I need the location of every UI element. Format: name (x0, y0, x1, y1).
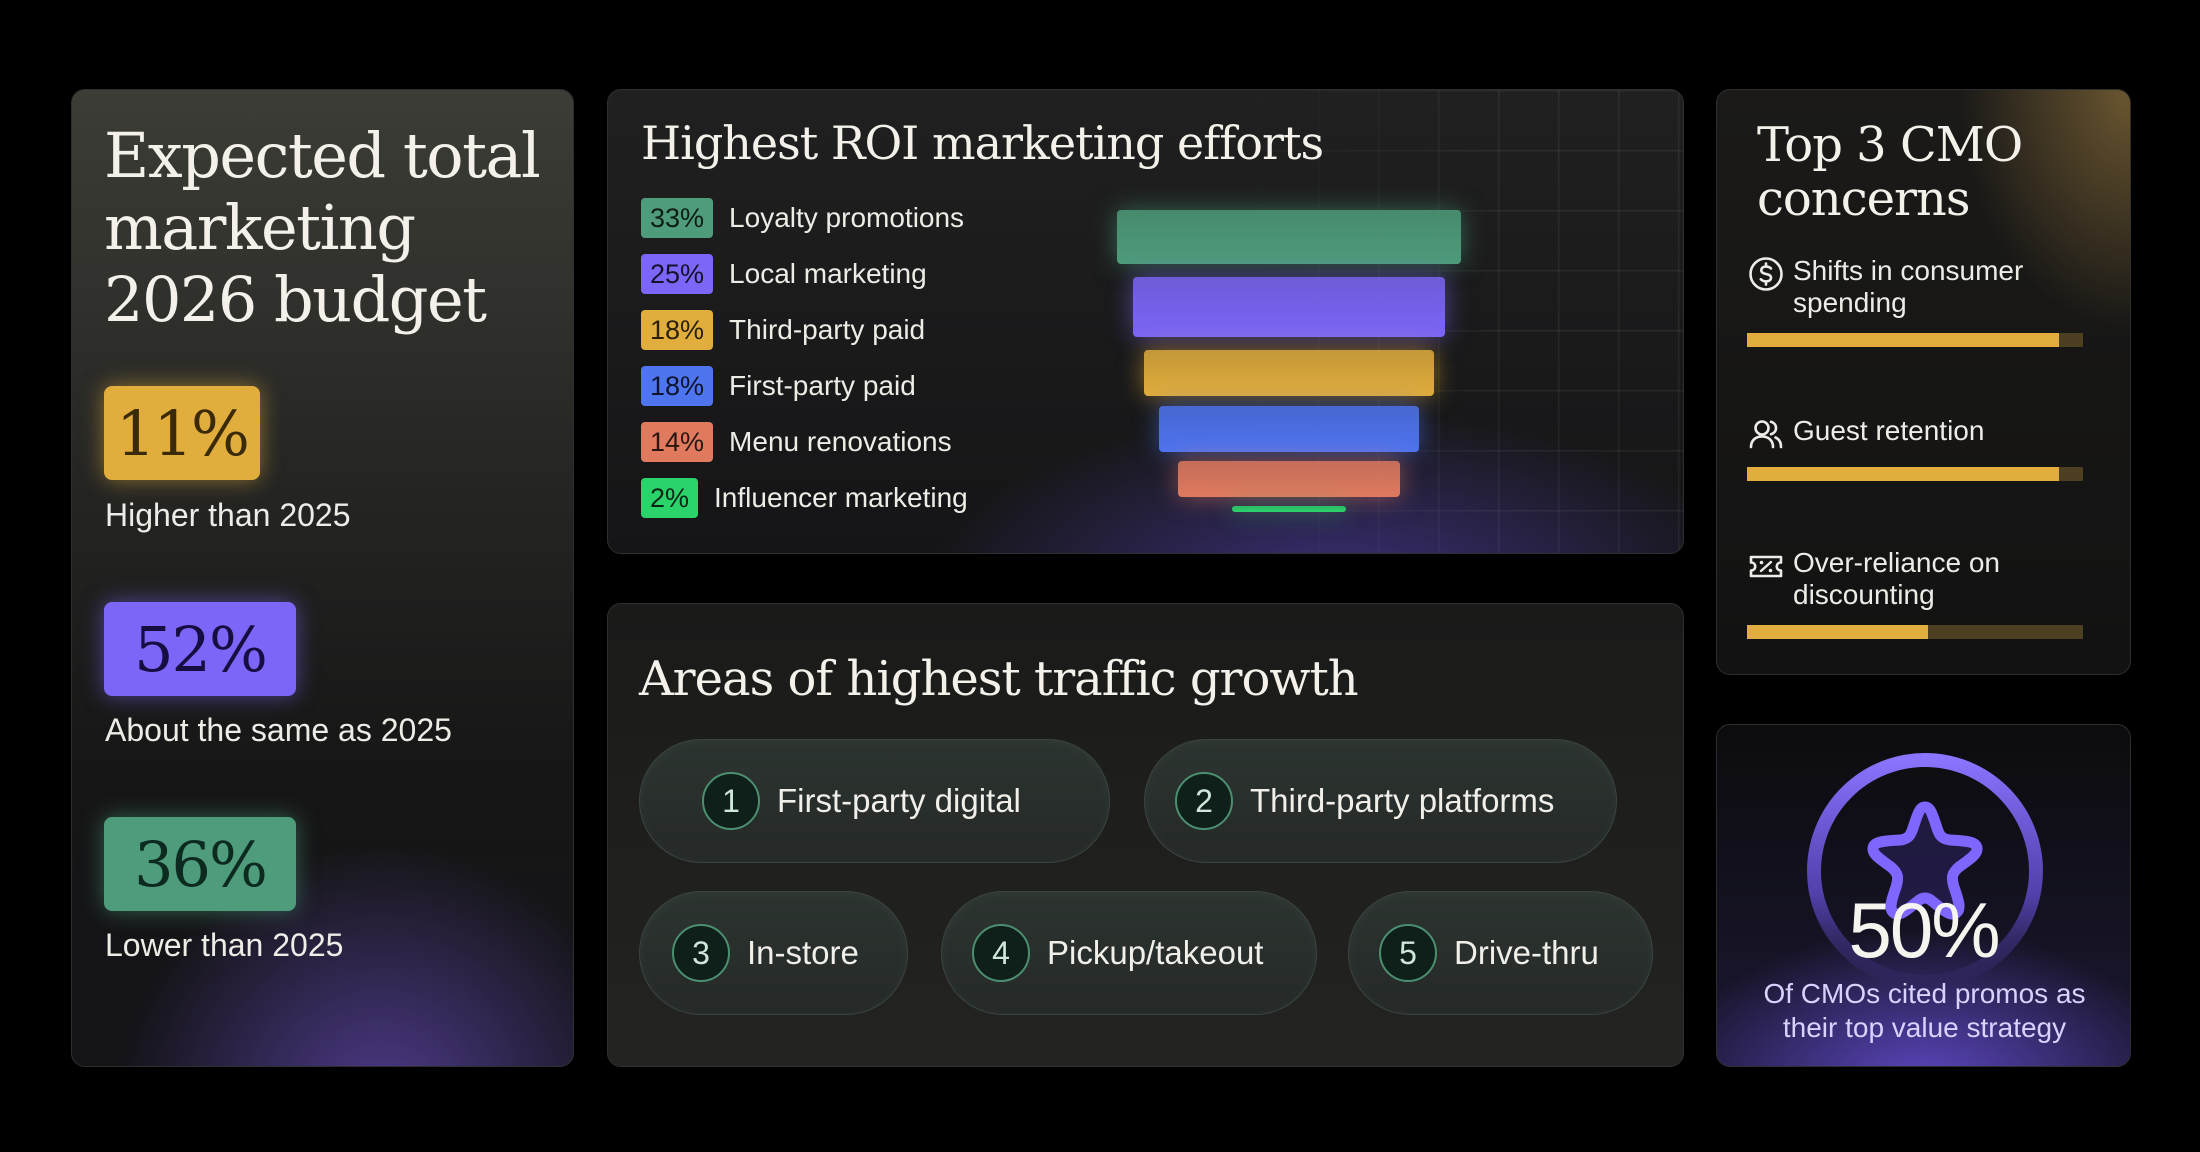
roi-list-item: 25% Local marketing (641, 254, 927, 294)
roi-list-item: 14% Menu renovations (641, 422, 952, 462)
concern-item-retention: Guest retention (1747, 415, 2083, 481)
concern-level-track (1747, 625, 2083, 639)
traffic-item-in-store: 3 In-store (639, 891, 908, 1015)
concern-level-fill (1747, 333, 2060, 347)
concern-level-fill (1747, 625, 1929, 639)
traffic-label: First-party digital (777, 782, 1021, 819)
traffic-item-third-party: 2 Third-party platforms (1144, 739, 1617, 863)
ticket-icon (1749, 555, 1783, 578)
concern-level-track (1747, 467, 2083, 481)
roi-percent-badge: 33% (641, 198, 714, 238)
users-icon (1749, 420, 1783, 449)
traffic-item-first-party: 1 First-party digital (639, 739, 1110, 863)
stat-label-higher: Higher than 2025 (105, 497, 351, 533)
traffic-item-drive-thru: 5 Drive-thru (1348, 891, 1653, 1015)
concerns-card: Top 3 CMO concerns Shifts in consumer sp… (1716, 89, 2131, 675)
rank-badge: 1 (702, 772, 760, 830)
concern-label: Guest retention (1793, 415, 1985, 446)
roi-label: Menu renovations (729, 426, 952, 457)
concern-item-discounting: Over-reliance on discounting (1747, 547, 2083, 639)
budget-title: Expected total marketing 2026 budget (104, 119, 541, 336)
rank-badge: 3 (672, 924, 730, 982)
traffic-label: Pickup/takeout (1047, 934, 1264, 971)
promo-percent: 50% (1848, 886, 2000, 974)
rank-badge: 2 (1175, 772, 1233, 830)
roi-card: Highest ROI marketing efforts 33% Loyalt… (607, 89, 1684, 554)
roi-percent-badge: 25% (641, 254, 714, 294)
roi-percent-badge: 14% (641, 422, 714, 462)
star-icon (1867, 801, 1983, 920)
stat-label-lower: Lower than 2025 (105, 927, 344, 963)
rank-badge: 4 (972, 924, 1030, 982)
concern-label: Shifts in consumer spending (1793, 255, 2024, 318)
roi-label: First-party paid (729, 370, 916, 401)
promo-card: 50% Of CMOs cited promos as their top va… (1716, 724, 2131, 1067)
concern-label: Over-reliance on discounting (1793, 547, 2000, 610)
roi-label: Loyalty promotions (729, 202, 965, 233)
roi-label: Third-party paid (729, 314, 926, 345)
promo-ring (1807, 753, 2043, 989)
traffic-card: Areas of highest traffic growth 1 First-… (607, 603, 1684, 1067)
stat-badge-same: 52% (104, 602, 296, 696)
traffic-label: Drive-thru (1454, 934, 1599, 971)
traffic-label: In-store (747, 934, 859, 971)
traffic-title: Areas of highest traffic growth (639, 651, 1359, 707)
roi-label: Influencer marketing (714, 482, 968, 513)
dollar-icon (1749, 257, 1783, 291)
roi-list-item: 18% First-party paid (641, 366, 916, 406)
concern-level-fill (1747, 467, 2060, 481)
funnel-bar-third-party (1144, 350, 1434, 396)
stat-badge-higher: 11% (104, 386, 260, 480)
concerns-title: Top 3 CMO concerns (1757, 117, 2023, 227)
traffic-item-pickup: 4 Pickup/takeout (941, 891, 1317, 1015)
roi-list-item: 33% Loyalty promotions (641, 198, 964, 238)
traffic-label: Third-party platforms (1250, 782, 1555, 819)
funnel-bar-loyalty (1117, 210, 1461, 264)
budget-card: Expected total marketing 2026 budget 11%… (71, 89, 574, 1067)
promo-caption: Of CMOs cited promos as their top value … (1763, 978, 2086, 1043)
rank-badge: 5 (1379, 924, 1437, 982)
stat-label-same: About the same as 2025 (105, 712, 452, 748)
roi-percent-badge: 2% (641, 478, 699, 518)
roi-title: Highest ROI marketing efforts (641, 116, 1324, 170)
concern-item-spending: Shifts in consumer spending (1747, 255, 2083, 347)
roi-label: Local marketing (729, 258, 927, 289)
funnel-bar-menu (1178, 461, 1400, 497)
concern-level-track (1747, 333, 2083, 347)
funnel-bar-local (1133, 277, 1445, 337)
funnel-bar-first-party (1159, 406, 1419, 452)
roi-percent-badge: 18% (641, 310, 714, 350)
roi-list-item: 2% Influencer marketing (641, 478, 968, 518)
roi-list-item: 18% Third-party paid (641, 310, 925, 350)
roi-percent-badge: 18% (641, 366, 714, 406)
funnel-bar-influencer (1232, 506, 1346, 512)
stat-badge-lower: 36% (104, 817, 296, 911)
